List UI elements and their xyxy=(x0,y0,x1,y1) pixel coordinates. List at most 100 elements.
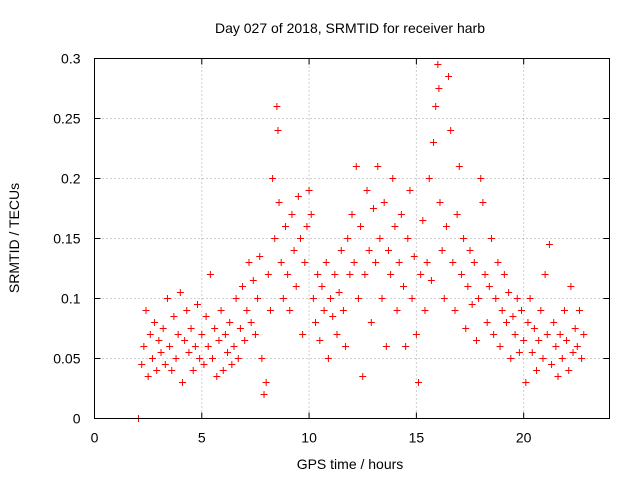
y-tick-label: 0 xyxy=(73,411,81,427)
data-point xyxy=(507,355,515,362)
data-point xyxy=(324,355,332,362)
data-point xyxy=(217,307,225,314)
data-point xyxy=(219,367,227,374)
data-point xyxy=(550,319,558,326)
data-point xyxy=(447,127,455,134)
data-point xyxy=(279,295,287,302)
data-point xyxy=(457,271,465,278)
data-point xyxy=(335,289,343,296)
data-point xyxy=(224,349,232,356)
data-point xyxy=(331,271,339,278)
data-point xyxy=(140,343,148,350)
data-point xyxy=(511,331,519,338)
data-point xyxy=(254,295,262,302)
data-point xyxy=(161,361,169,368)
data-point xyxy=(292,283,300,290)
grid xyxy=(94,58,610,419)
data-point xyxy=(354,295,362,302)
data-point xyxy=(176,289,184,296)
data-point xyxy=(294,193,302,200)
data-point xyxy=(374,163,382,170)
data-point xyxy=(185,349,193,356)
data-point xyxy=(449,259,457,266)
data-point xyxy=(515,349,523,356)
data-point xyxy=(415,379,423,386)
data-point xyxy=(146,331,154,338)
data-point xyxy=(533,367,541,374)
data-point xyxy=(301,259,309,266)
data-point xyxy=(569,349,577,356)
data-point xyxy=(181,337,189,344)
data-point xyxy=(580,331,588,338)
data-point xyxy=(470,259,478,266)
data-point xyxy=(520,337,528,344)
data-point xyxy=(400,283,407,290)
data-point xyxy=(320,307,328,314)
data-point xyxy=(211,325,219,332)
data-point xyxy=(142,307,150,314)
data-point xyxy=(363,187,371,194)
data-point xyxy=(490,331,498,338)
data-point xyxy=(144,373,152,380)
data-point xyxy=(221,331,229,338)
data-point xyxy=(378,295,386,302)
data-point xyxy=(435,85,443,92)
data-point xyxy=(539,355,547,362)
x-tick-label: 5 xyxy=(198,430,206,446)
data-point xyxy=(537,307,545,314)
data-point xyxy=(196,355,204,362)
data-point xyxy=(384,247,392,254)
data-point xyxy=(498,307,506,314)
data-point xyxy=(524,319,532,326)
data-point xyxy=(247,319,255,326)
y-tick-label: 0.05 xyxy=(53,351,80,367)
data-point xyxy=(157,349,165,356)
axis-ticks xyxy=(94,58,610,419)
data-point xyxy=(509,313,517,320)
data-point xyxy=(230,343,238,350)
data-point xyxy=(183,307,191,314)
data-point xyxy=(243,307,251,314)
data-point xyxy=(571,325,579,332)
data-point xyxy=(412,331,420,338)
data-point xyxy=(376,235,384,242)
data-point xyxy=(273,103,281,110)
data-point xyxy=(163,295,171,302)
data-point xyxy=(344,235,352,242)
data-point xyxy=(339,307,347,314)
data-point xyxy=(170,313,178,320)
data-point xyxy=(202,313,210,320)
data-point xyxy=(316,337,324,344)
data-point xyxy=(387,271,395,278)
data-point xyxy=(567,283,575,290)
data-point xyxy=(194,301,201,308)
data-point xyxy=(472,337,480,344)
data-point xyxy=(466,247,474,254)
data-point xyxy=(274,127,282,134)
data-point xyxy=(312,319,320,326)
data-point xyxy=(172,355,180,362)
data-point xyxy=(393,307,401,314)
y-axis-label: SRMTID / TECUs xyxy=(6,183,22,293)
data-point xyxy=(352,163,360,170)
data-point xyxy=(427,277,435,284)
data-point xyxy=(453,211,461,218)
data-point xyxy=(264,271,272,278)
chart-title: Day 027 of 2018, SRMTID for receiver har… xyxy=(215,20,485,36)
data-point xyxy=(464,283,472,290)
data-point xyxy=(151,319,159,326)
data-point xyxy=(479,199,487,206)
data-point xyxy=(475,295,483,302)
data-point xyxy=(430,139,438,146)
data-point xyxy=(560,307,568,314)
data-point xyxy=(357,223,365,230)
data-point xyxy=(558,355,566,362)
data-point xyxy=(215,337,223,344)
data-point xyxy=(391,223,399,230)
data-point xyxy=(380,199,388,206)
data-point xyxy=(303,223,311,230)
data-point xyxy=(372,259,380,266)
data-point xyxy=(187,325,195,332)
data-point xyxy=(275,199,283,206)
